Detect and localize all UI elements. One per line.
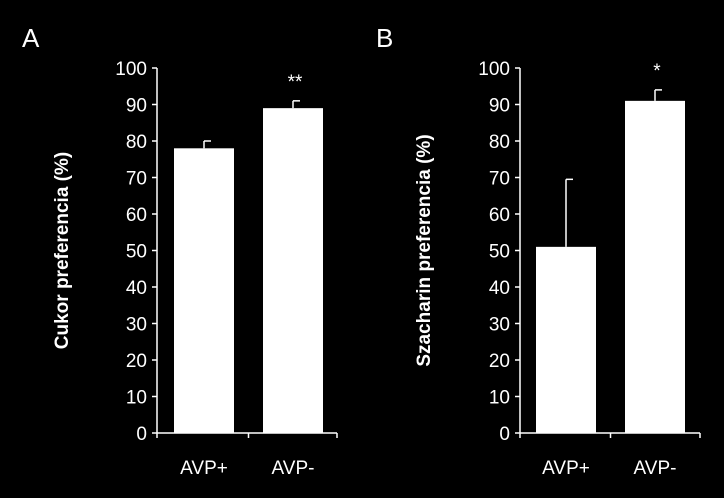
y-tick-label: 60 xyxy=(126,205,147,226)
bar xyxy=(625,100,685,433)
category-label: AVP- xyxy=(634,458,677,479)
y-tick-label: 80 xyxy=(126,132,147,153)
panel-b: B 0 10 20 30 40 50 60 70 80 90 100 Szacharin prefere… xyxy=(376,23,701,479)
y-axis-label: Szacharin preferencia (%) xyxy=(414,134,435,366)
y-tick-label: 80 xyxy=(489,132,510,153)
y-tick-label: 100 xyxy=(115,59,147,80)
significance-marker: ** xyxy=(288,72,303,93)
significance-marker: * xyxy=(653,61,661,82)
y-tick-label: 10 xyxy=(489,388,510,409)
y-tick-label: 40 xyxy=(126,278,147,299)
y-tick-label: 70 xyxy=(126,169,147,190)
y-tick-label: 0 xyxy=(499,424,510,445)
y-tick-label: 90 xyxy=(126,96,147,117)
bar xyxy=(536,246,596,433)
category-label: AVP+ xyxy=(180,458,228,479)
y-tick-label: 70 xyxy=(489,169,510,190)
y-tick-label: 30 xyxy=(126,315,147,336)
panel-letter: A xyxy=(22,23,40,53)
y-tick-label: 50 xyxy=(126,242,147,263)
bar xyxy=(174,148,234,434)
bar xyxy=(263,108,323,434)
y-tick-label: 20 xyxy=(489,351,510,372)
y-axis-label: Cukor preferencia (%) xyxy=(52,152,73,349)
y-tick-label: 20 xyxy=(126,351,147,372)
panel-a: A 0 10 20 30 40 50 60 70 80 90 100 Cukor preferencia… xyxy=(22,23,338,479)
category-label: AVP- xyxy=(272,458,315,479)
y-tick-label: 50 xyxy=(489,242,510,263)
y-tick-label: 40 xyxy=(489,278,510,299)
y-tick-label: 10 xyxy=(126,388,147,409)
y-tick-label: 60 xyxy=(489,205,510,226)
y-tick-label: 100 xyxy=(478,59,510,80)
y-tick-label: 30 xyxy=(489,315,510,336)
panel-letter: B xyxy=(376,23,393,53)
y-tick-label: 90 xyxy=(489,96,510,117)
category-label: AVP+ xyxy=(542,458,590,479)
y-tick-label: 0 xyxy=(136,424,147,445)
